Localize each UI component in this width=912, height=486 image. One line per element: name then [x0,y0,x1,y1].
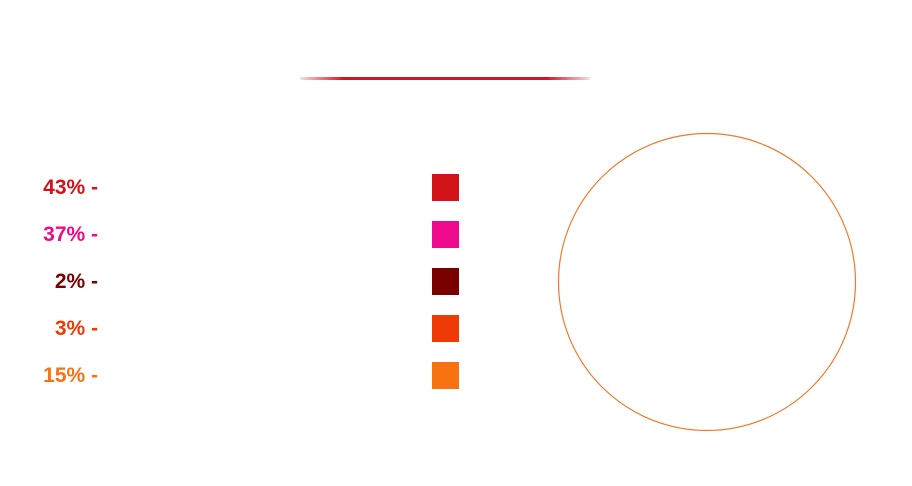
legend-percent: 37% - [43,223,98,246]
pie-slices [559,134,855,430]
pie-chart [557,132,857,432]
title-underline [300,77,590,80]
legend-item: 15% - [0,361,470,391]
legend-percent: 3% - [54,317,98,340]
pie-outline [557,132,857,432]
legend-swatch [432,221,459,248]
legend-item: 2% - [0,267,470,297]
legend-percent: 43% - [43,176,98,199]
legend-item: 37% - [0,220,470,250]
legend-percent: 2% - [54,270,98,293]
legend-swatch [432,174,459,201]
legend-item: 43% - [0,173,470,203]
legend-swatch [432,362,459,389]
legend-swatch [432,315,459,342]
legend-item: 3% - [0,314,470,344]
legend-percent: 15% - [43,364,98,387]
legend-swatch [432,268,459,295]
